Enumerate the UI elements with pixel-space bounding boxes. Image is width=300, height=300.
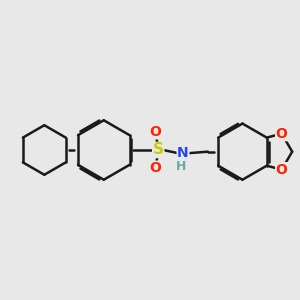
Text: S: S bbox=[153, 142, 164, 158]
Text: O: O bbox=[276, 163, 288, 177]
Text: O: O bbox=[276, 127, 288, 141]
Text: H: H bbox=[176, 160, 187, 173]
Text: O: O bbox=[150, 125, 162, 139]
Text: N: N bbox=[177, 146, 189, 160]
Text: O: O bbox=[150, 161, 162, 175]
